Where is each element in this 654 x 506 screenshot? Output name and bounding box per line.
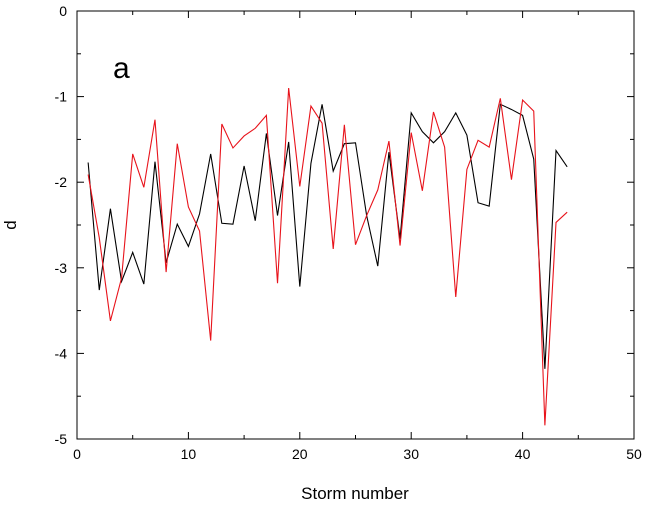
x-axis-title: Storm number [301,484,409,503]
y-axis-title: d [1,220,20,229]
series-lines [88,88,567,425]
panel-label: a [113,52,130,85]
x-tick-label: 40 [515,446,531,462]
tick-labels: 0 10 20 30 40 50 0 -1 -2 -3 -4 -5 [55,3,642,462]
x-tick-label: 30 [403,446,419,462]
y-tick-label: -3 [55,260,68,276]
x-tick-label: 10 [181,446,197,462]
x-tick-label: 0 [73,446,81,462]
series-line-black [88,104,567,369]
y-tick-label: -4 [55,345,68,361]
x-tick-label: 20 [292,446,308,462]
y-tick-label: 0 [59,3,67,19]
y-tick-label: -5 [55,431,68,447]
y-tick-label: -1 [55,89,68,105]
y-tick-label: -2 [55,174,68,190]
ticks [77,11,634,439]
x-tick-label: 50 [626,446,642,462]
plot-frame [77,11,634,439]
